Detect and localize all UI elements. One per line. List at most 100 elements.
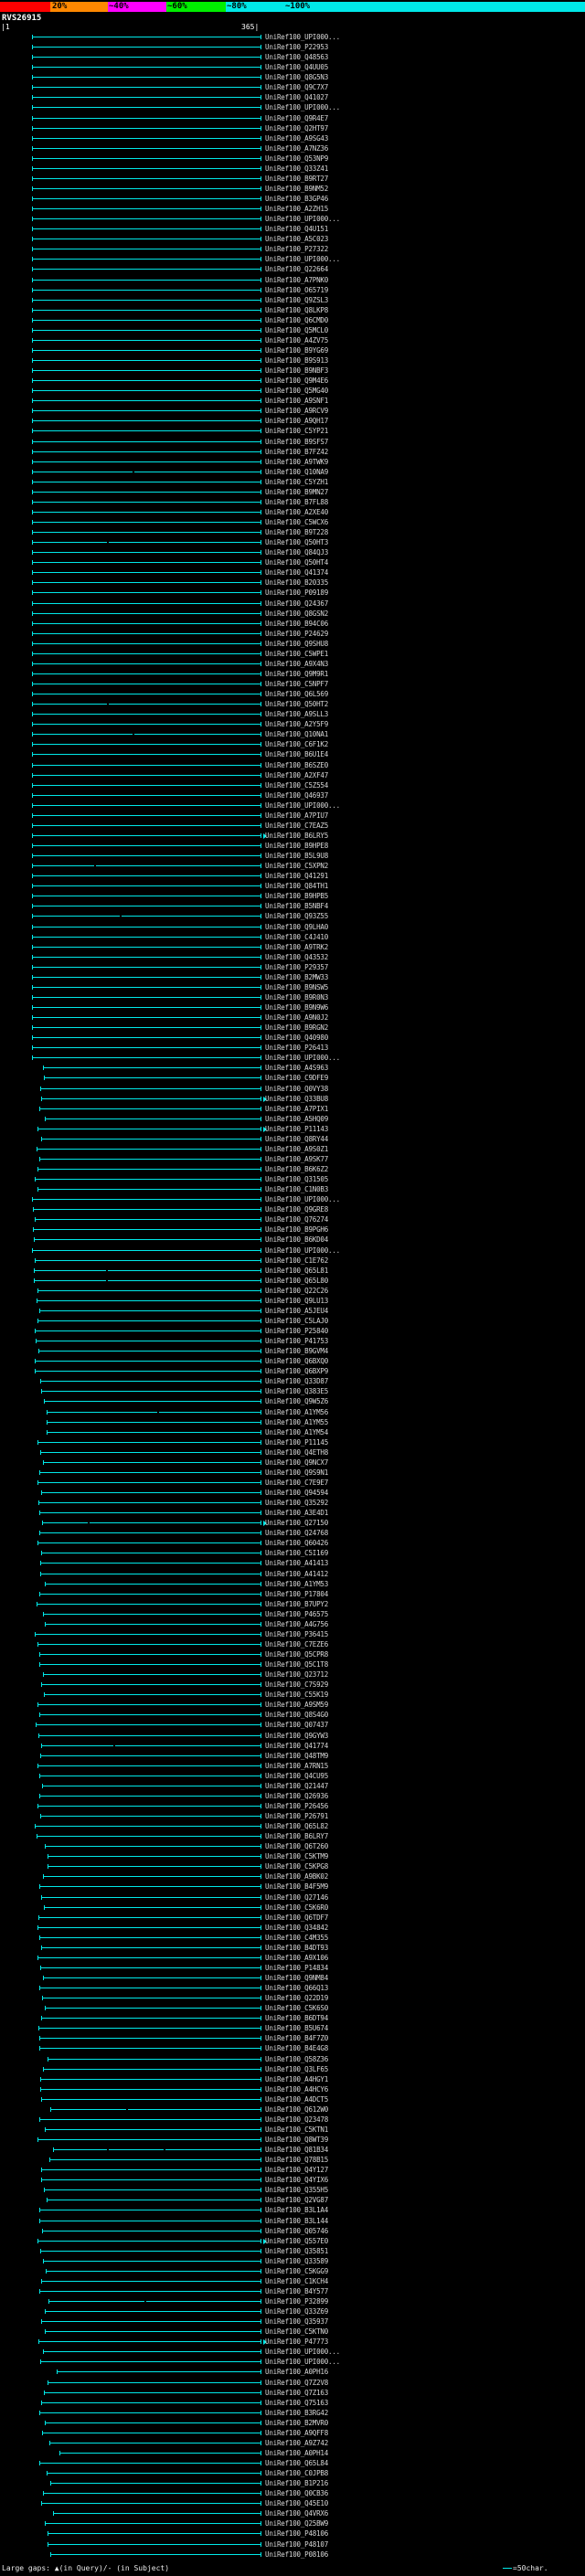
alignment-bar[interactable]: [48, 2299, 262, 2304]
alignment-bar[interactable]: [35, 1217, 261, 1223]
hit-accession-link[interactable]: UniRef100_B20335: [265, 578, 329, 588]
alignment-bar[interactable]: [35, 1359, 261, 1364]
alignment-bar[interactable]: [44, 2521, 262, 2527]
hit-accession-link[interactable]: UniRef100_C4M355: [265, 1933, 329, 1942]
hit-accession-link[interactable]: UniRef100_B9NM52: [265, 184, 329, 193]
hit-accession-link[interactable]: UniRef100_P22953: [265, 43, 329, 52]
hit-accession-link[interactable]: UniRef100_Q50HT2: [265, 700, 329, 709]
alignment-bar[interactable]: [37, 1763, 261, 1768]
hit-accession-link[interactable]: UniRef100_A4G756: [265, 1619, 329, 1628]
alignment-bar[interactable]: [32, 429, 261, 434]
alignment-bar[interactable]: [32, 712, 261, 717]
hit-accession-link[interactable]: UniRef100_Q41291: [265, 872, 329, 881]
hit-accession-link[interactable]: UniRef100_C5KTN0: [265, 2327, 329, 2337]
hit-accession-link[interactable]: UniRef100_C1N0B3: [265, 1185, 329, 1194]
alignment-bar[interactable]: [40, 2168, 262, 2173]
alignment-bar[interactable]: [32, 1197, 261, 1203]
alignment-bar[interactable]: [32, 1055, 261, 1061]
hit-accession-link[interactable]: UniRef100_B9HPE8: [265, 842, 329, 850]
alignment-bar[interactable]: [58, 2450, 262, 2455]
hit-accession-link[interactable]: UniRef100_Q5MG40: [265, 387, 329, 396]
hit-accession-link[interactable]: UniRef100_UPI000...: [265, 1054, 340, 1063]
hit-accession-link[interactable]: UniRef100_Q9GRE8: [265, 1205, 329, 1214]
alignment-bar[interactable]: [45, 2329, 261, 2335]
hit-accession-link[interactable]: UniRef100_Q22D19: [265, 1994, 329, 2003]
hit-accession-link[interactable]: UniRef100_UPI000...: [265, 1195, 340, 1204]
hit-accession-link[interactable]: UniRef100_C9DFE9: [265, 1074, 329, 1083]
alignment-bar[interactable]: [32, 347, 261, 353]
alignment-bar[interactable]: [38, 1156, 262, 1161]
alignment-bar[interactable]: [39, 1965, 262, 1970]
alignment-bar[interactable]: [39, 1379, 262, 1384]
alignment-bar[interactable]: [40, 2319, 262, 2325]
alignment-bar[interactable]: [38, 1793, 262, 1798]
hit-accession-link[interactable]: UniRef100_A9SM59: [265, 1701, 329, 1710]
hit-accession-link[interactable]: UniRef100_Q9C7X7: [265, 83, 329, 92]
hit-accession-link[interactable]: UniRef100_A9SG43: [265, 133, 329, 143]
alignment-bar[interactable]: [39, 2036, 261, 2041]
alignment-bar[interactable]: [43, 2258, 261, 2263]
alignment-bar[interactable]: [32, 297, 261, 302]
hit-accession-link[interactable]: UniRef100_B9NBF3: [265, 366, 329, 376]
hit-accession-link[interactable]: UniRef100_Q27150: [265, 1519, 329, 1528]
hit-accession-link[interactable]: UniRef100_C5NPF7: [265, 680, 329, 688]
alignment-bar[interactable]: [32, 884, 261, 889]
hit-accession-link[interactable]: UniRef100_Q66Q13: [265, 1984, 329, 1993]
alignment-bar[interactable]: [39, 1935, 261, 1940]
hit-accession-link[interactable]: UniRef100_Q33D87: [265, 1377, 329, 1386]
hit-accession-link[interactable]: UniRef100_C5KPG8: [265, 1862, 329, 1871]
hit-accession-link[interactable]: UniRef100_C0JPB8: [265, 2469, 329, 2478]
alignment-bar[interactable]: [32, 722, 261, 727]
hit-accession-link[interactable]: UniRef100_Q22C26: [265, 1286, 329, 1295]
alignment-bar[interactable]: [32, 449, 261, 454]
hit-accession-link[interactable]: UniRef100_C1E762: [265, 1256, 329, 1265]
alignment-bar[interactable]: [35, 1369, 261, 1374]
alignment-bar[interactable]: [32, 610, 261, 616]
hit-accession-link[interactable]: UniRef100_P25840: [265, 1327, 329, 1335]
alignment-bar[interactable]: [37, 2137, 261, 2142]
hit-accession-link[interactable]: UniRef100_B9N9W6: [265, 1003, 329, 1012]
alignment-bar[interactable]: [47, 2380, 262, 2385]
alignment-bar[interactable]: [49, 2106, 261, 2112]
alignment-bar[interactable]: [39, 2359, 262, 2365]
alignment-bar[interactable]: [32, 802, 261, 808]
hit-accession-link[interactable]: UniRef100_Q9M4E6: [265, 376, 329, 386]
alignment-bar[interactable]: [37, 1955, 261, 1960]
alignment-bar[interactable]: [32, 540, 261, 546]
hit-accession-link[interactable]: UniRef100_Q34842: [265, 1923, 329, 1932]
hit-accession-link[interactable]: UniRef100_Q94594: [265, 1489, 329, 1497]
hit-accession-link[interactable]: UniRef100_Q40980: [265, 1034, 329, 1043]
hit-accession-link[interactable]: UniRef100_C5KGG9: [265, 2266, 329, 2275]
hit-accession-link[interactable]: UniRef100_Q41027: [265, 93, 329, 102]
alignment-bar[interactable]: [36, 1723, 261, 1728]
hit-accession-link[interactable]: UniRef100_Q07437: [265, 1721, 329, 1730]
alignment-bar[interactable]: [37, 1318, 262, 1323]
hit-accession-link[interactable]: UniRef100_A1YM53: [265, 1579, 329, 1588]
alignment-bar[interactable]: [32, 368, 261, 374]
alignment-bar[interactable]: [42, 1459, 262, 1465]
hit-accession-link[interactable]: UniRef100_UPI000...: [265, 255, 340, 264]
hit-accession-link[interactable]: UniRef100_Q8RY44: [265, 1134, 329, 1143]
alignment-bar[interactable]: [39, 1511, 261, 1516]
alignment-bar[interactable]: [32, 1045, 261, 1051]
hit-accession-link[interactable]: UniRef100_Q93Z55: [265, 912, 329, 921]
hit-accession-link[interactable]: UniRef100_Q46937: [265, 790, 329, 800]
alignment-bar[interactable]: [36, 1298, 262, 1303]
hit-accession-link[interactable]: UniRef100_A2ZH15: [265, 205, 329, 214]
alignment-bar[interactable]: [42, 2066, 262, 2072]
hit-accession-link[interactable]: UniRef100_Q8GSN2: [265, 609, 329, 618]
hit-accession-link[interactable]: UniRef100_C5XPN2: [265, 862, 329, 871]
hit-accession-link[interactable]: UniRef100_UPI000...: [265, 800, 340, 810]
hit-accession-link[interactable]: UniRef100_Q50HT3: [265, 538, 329, 547]
alignment-bar[interactable]: [41, 2096, 261, 2102]
hit-accession-link[interactable]: UniRef100_B3GP46: [265, 195, 329, 203]
alignment-bar[interactable]: [39, 1753, 262, 1758]
alignment-bar[interactable]: [37, 1500, 262, 1506]
alignment-bar[interactable]: [32, 509, 261, 514]
alignment-bar[interactable]: [41, 1389, 261, 1394]
hit-accession-link[interactable]: UniRef100_A7RN15: [265, 1761, 329, 1770]
hit-accession-link[interactable]: UniRef100_Q27146: [265, 1892, 329, 1902]
hit-accession-link[interactable]: UniRef100_Q3LF65: [265, 2064, 329, 2073]
hit-accession-link[interactable]: UniRef100_C1KCH4: [265, 2276, 329, 2285]
hit-accession-link[interactable]: UniRef100_B9RGN2: [265, 1023, 329, 1033]
